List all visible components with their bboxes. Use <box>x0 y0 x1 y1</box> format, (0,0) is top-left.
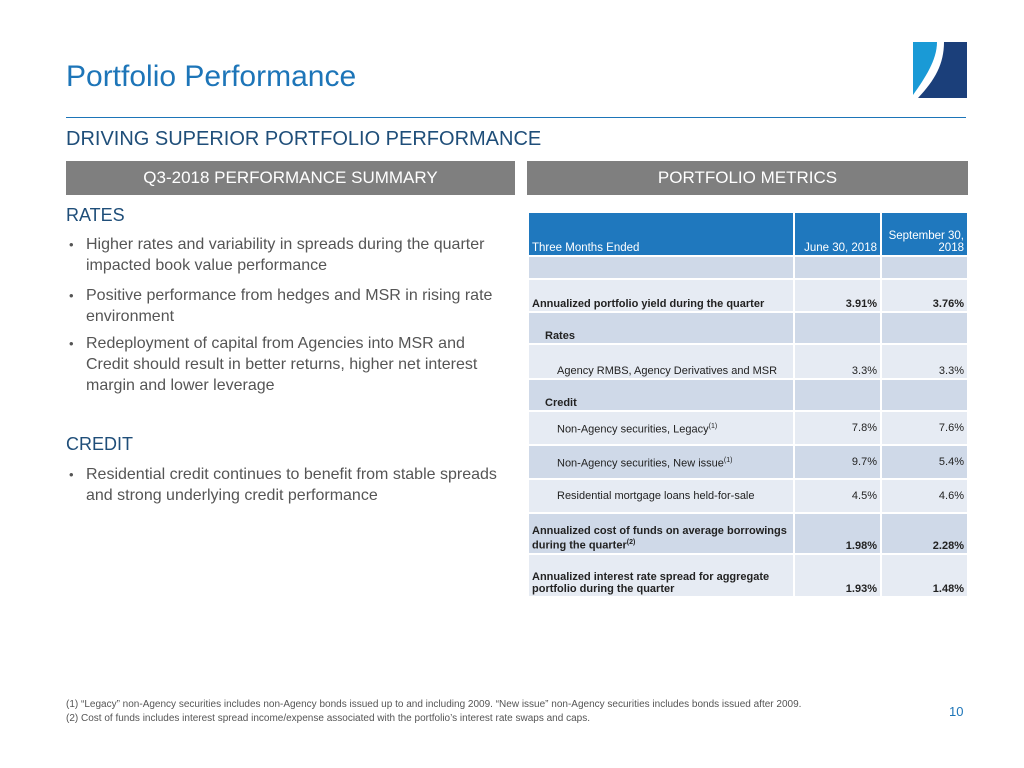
credit-heading: CREDIT <box>66 434 133 454</box>
row-label: Annualized cost of funds on average borr… <box>532 525 787 552</box>
table-row: Non-Agency securities, Legacy(1) 7.8% 7.6% <box>529 412 967 444</box>
subtitle: DRIVING SUPERIOR PORTFOLIO PERFORMANCE <box>66 128 542 150</box>
cell-value: 4.5% <box>795 480 880 512</box>
cell-value: 7.6% <box>882 412 967 444</box>
cell-value: 1.48% <box>882 555 967 596</box>
column-header: September 30, 2018 <box>882 213 967 255</box>
company-logo <box>913 42 967 98</box>
cell-value: 4.6% <box>882 480 967 512</box>
cell-value: 3.76% <box>882 280 967 311</box>
rates-bullet: Higher rates and variability in spreads … <box>66 234 506 276</box>
table-row: Agency RMBS, Agency Derivatives and MSR 3… <box>529 345 967 378</box>
row-label: Annualized portfolio yield during the qu… <box>529 280 793 311</box>
footnote-ref: (1) <box>708 422 718 430</box>
row-label: Non-Agency securities, Legacy <box>557 423 709 436</box>
cell-value: 3.91% <box>795 280 880 311</box>
cell-value: 7.8% <box>795 412 880 444</box>
cell-value: 3.3% <box>882 345 967 378</box>
row-label: Credit <box>529 380 793 410</box>
rates-heading: RATES <box>66 205 125 225</box>
footnote: (2) Cost of funds includes interest spre… <box>66 713 590 724</box>
footnote-ref: (1) <box>723 456 733 464</box>
rates-bullet: Positive performance from hedges and MSR… <box>66 285 506 327</box>
cell-value: 3.3% <box>795 345 880 378</box>
cell-value: 1.93% <box>795 555 880 596</box>
cell-value: 5.4% <box>882 446 967 478</box>
page-number: 10 <box>949 704 964 719</box>
column-header: Three Months Ended <box>529 213 793 255</box>
metrics-header-bar: PORTFOLIO METRICS <box>527 161 968 195</box>
table-row: Non-Agency securities, New issue(1) 9.7% 5… <box>529 446 967 478</box>
cell-value: 2.28% <box>882 514 967 553</box>
table-row: Annualized interest rate spread for aggr… <box>529 555 967 596</box>
table-row: Residential mortgage loans held-for-sale… <box>529 480 967 512</box>
page-title: Portfolio Performance <box>66 60 357 93</box>
cell-value: 9.7% <box>795 446 880 478</box>
row-label: Agency RMBS, Agency Derivatives and MSR <box>529 345 793 378</box>
portfolio-metrics-table: Three Months Ended June 30, 2018 Septemb… <box>527 211 969 598</box>
table-row <box>529 257 967 278</box>
rates-bullet: Redeployment of capital from Agencies in… <box>66 333 506 396</box>
footnote-ref: (2) <box>626 539 636 547</box>
credit-bullet: Residential credit continues to benefit … <box>66 464 506 506</box>
table-row: Annualized portfolio yield during the qu… <box>529 280 967 311</box>
title-divider <box>66 117 966 118</box>
row-label: Annualized interest rate spread for aggr… <box>529 555 793 596</box>
table-row: Credit <box>529 380 967 410</box>
table-row: Rates <box>529 313 967 343</box>
summary-header-bar: Q3-2018 PERFORMANCE SUMMARY <box>66 161 515 195</box>
row-label: Rates <box>529 313 793 343</box>
cell-value: 1.98% <box>795 514 880 553</box>
row-label: Non-Agency securities, New issue <box>557 457 724 470</box>
table-header-row: Three Months Ended June 30, 2018 Septemb… <box>529 213 967 255</box>
footnote: (1) “Legacy” non-Agency securities inclu… <box>66 699 802 710</box>
table-row: Annualized cost of funds on average borr… <box>529 514 967 553</box>
row-label: Residential mortgage loans held-for-sale <box>529 480 793 512</box>
column-header: June 30, 2018 <box>795 213 880 255</box>
